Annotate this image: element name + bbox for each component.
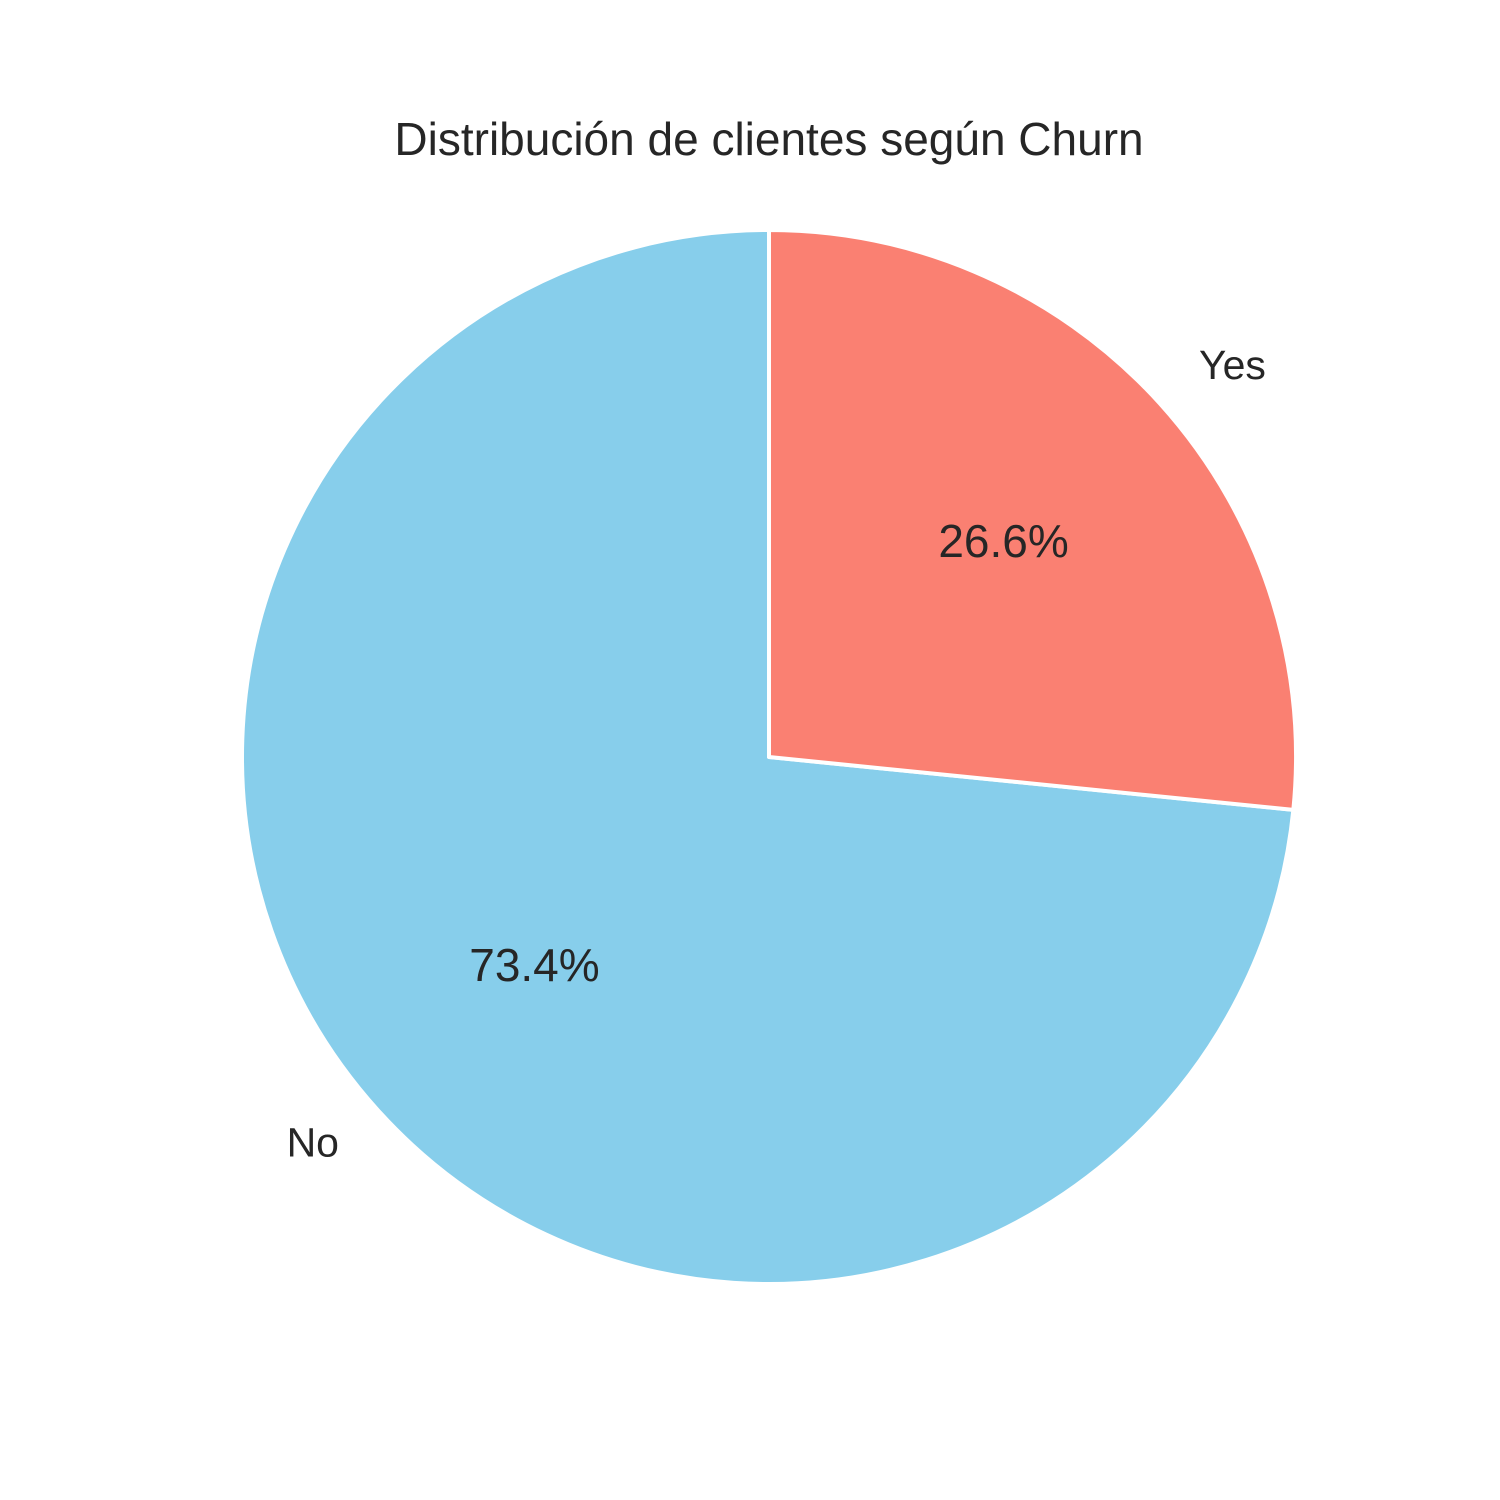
pie-slice-yes bbox=[767, 228, 1298, 812]
slice-percent-yes: 26.6% bbox=[938, 515, 1068, 567]
slice-label-no: No bbox=[287, 1120, 339, 1166]
slice-percent-no: 73.4% bbox=[469, 939, 599, 991]
slice-label-yes: Yes bbox=[1199, 342, 1266, 388]
chart-title: Distribución de clientes según Churn bbox=[394, 113, 1143, 165]
pie-labels: No 73.4% Yes 26.6% bbox=[287, 342, 1266, 1166]
pie-slices bbox=[240, 228, 1298, 1286]
